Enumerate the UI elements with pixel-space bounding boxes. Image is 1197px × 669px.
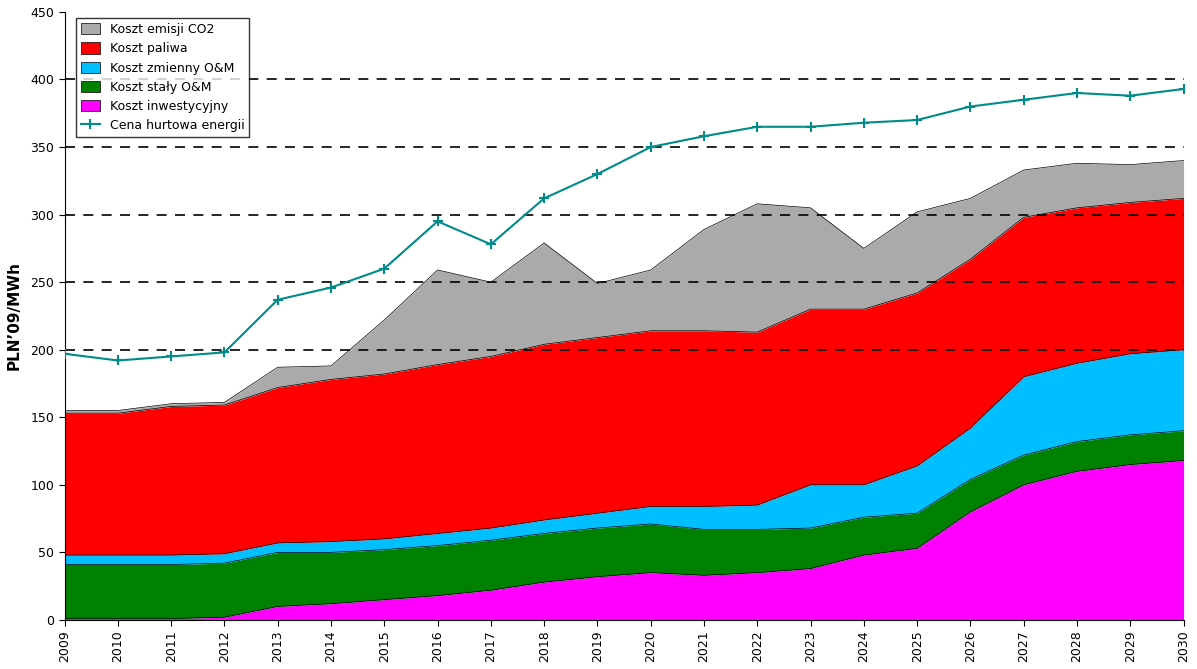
Y-axis label: PLN’09/MWh: PLN’09/MWh: [7, 262, 22, 371]
Legend: Koszt emisji CO2, Koszt paliwa, Koszt zmienny O&M, Koszt stały O&M, Koszt inwest: Koszt emisji CO2, Koszt paliwa, Koszt zm…: [75, 18, 249, 137]
